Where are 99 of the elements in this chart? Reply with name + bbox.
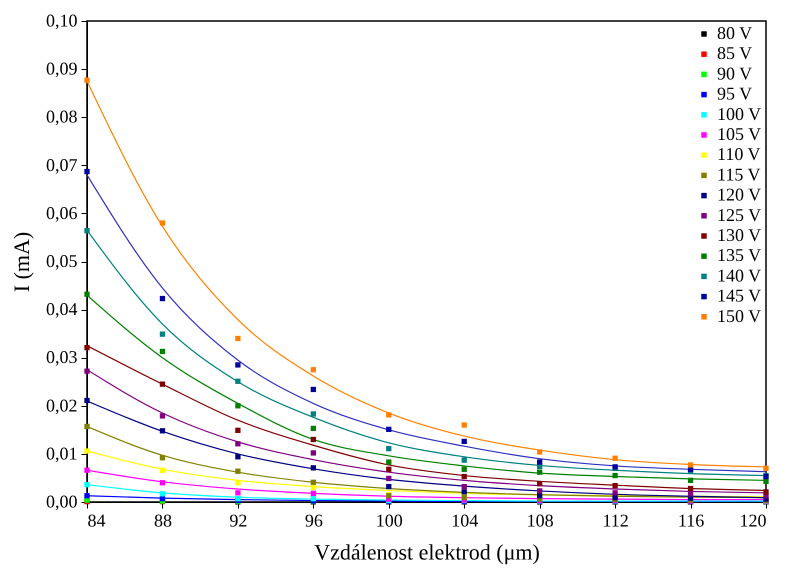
point [688,491,694,496]
legend-label: 130 V [717,225,762,245]
point [160,428,166,434]
point [310,386,316,392]
point [310,484,316,490]
point [763,466,769,471]
x-tick-label: 96 [304,510,323,530]
point [310,480,316,485]
x-tick-label: 108 [526,510,554,530]
legend-label: 90 V [717,63,752,84]
point [235,428,241,433]
point [537,470,542,475]
point [84,468,90,473]
point [310,426,316,432]
legend-label: 120 V [717,184,762,205]
y-tick-label: 0,08 [46,106,78,127]
point [84,482,90,488]
legend-label: 135 V [717,245,762,266]
y-tick-label: 0,04 [46,299,78,320]
point [310,450,316,456]
point [84,228,90,234]
point [235,454,241,460]
point [537,449,542,455]
legend-label: 110 V [717,144,761,164]
point [386,426,392,432]
point [537,459,542,465]
point [235,490,241,496]
point [310,496,316,502]
point [310,367,316,372]
point [84,78,90,83]
legend-label: 125 V [717,204,762,225]
point [462,422,467,428]
point [310,411,316,417]
point [537,488,542,494]
y-tick-label: 0,02 [46,395,78,416]
y-tick-label: 0,00 [46,492,78,512]
point [310,490,316,496]
legend-label: 80 V [717,23,752,43]
point [462,489,467,495]
point [310,436,316,442]
x-axis-title: Vzdálenost elektrod (μm) [314,540,540,564]
point [386,484,392,490]
point [612,483,618,488]
legend-label: 105 V [717,124,762,144]
x-tick-label: 116 [678,510,704,530]
y-tick-label: 0,03 [46,347,78,368]
point [462,474,467,480]
point [537,481,542,486]
point [160,331,166,337]
point [612,456,618,461]
legend-label: 100 V [717,104,762,124]
y-axis-title: I (mA) [9,232,34,292]
point [160,480,166,486]
y-tick-label: 0,10 [46,10,78,30]
point [160,382,166,387]
point [612,490,618,496]
x-tick-label: 120 [740,510,766,530]
x-tick-label: 112 [602,510,629,530]
point [462,438,467,444]
legend-label: 95 V [717,84,752,104]
point [688,478,694,483]
point [160,455,166,460]
point [84,368,90,374]
x-tick-label: 84 [88,510,106,530]
point [386,446,392,452]
point [310,465,316,470]
point [612,472,618,478]
y-tick-label: 0,07 [46,154,78,175]
point [235,378,241,384]
point [235,480,241,486]
x-tick-label: 88 [154,510,172,530]
legend-label: 85 V [717,43,752,64]
point [235,362,241,368]
point [462,466,467,472]
legend-label: 115 V [717,164,761,184]
point [386,412,392,418]
legend-label: 150 V [717,306,762,326]
legend-label: 145 V [717,286,762,306]
point [235,468,241,474]
point [386,466,392,472]
point [160,468,166,473]
point [235,403,241,408]
point [386,476,392,482]
x-tick-label: 104 [451,510,478,530]
x-tick-label: 92 [229,510,248,530]
x-tick-label: 100 [376,510,403,530]
y-tick-label: 0,06 [46,202,78,223]
point [84,493,90,498]
legend-label: 140 V [717,265,762,286]
point [84,292,90,297]
point [386,459,392,465]
point [235,441,241,446]
point [462,484,467,490]
y-tick-label: 0,05 [46,251,78,271]
point [235,336,241,342]
point [462,458,467,463]
y-tick-label: 0,09 [46,58,78,79]
y-tick-label: 0,01 [46,443,78,464]
point [160,491,166,496]
